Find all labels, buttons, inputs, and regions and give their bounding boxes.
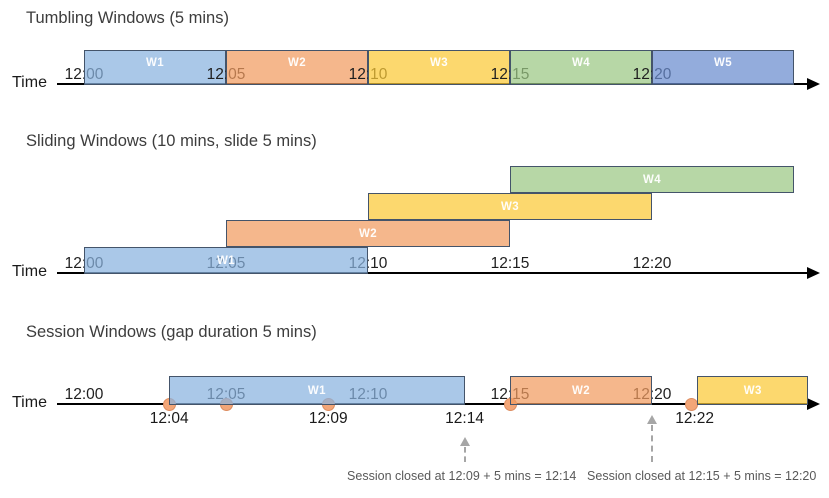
window-label-session-w2: W2 [571, 384, 591, 397]
time-axis-label-tumbling: Time [12, 74, 47, 91]
event-time-label-1204: 12:04 [149, 410, 189, 427]
window-box-tumbling-w5: W5 [652, 50, 794, 85]
window-label-sliding-w1: W1 [216, 254, 236, 267]
window-label-sliding-w2: W2 [358, 227, 378, 240]
section-title-sliding: Sliding Windows (10 mins, slide 5 mins) [26, 132, 317, 150]
event-time-label-1214: 12:14 [445, 410, 484, 427]
window-label-tumbling-w2: W2 [287, 57, 307, 69]
time-axis-label-sliding: Time [12, 263, 47, 280]
window-box-sliding-w3: W3 [368, 193, 652, 220]
window-label-tumbling-w4: W4 [571, 57, 591, 69]
window-box-tumbling-w1: W1 [84, 50, 226, 85]
window-box-sliding-w2: W2 [226, 220, 510, 247]
window-box-session-w3: W3 [697, 376, 809, 405]
window-label-sliding-w3: W3 [500, 200, 520, 213]
axis-arrowhead-session [807, 398, 820, 410]
callout-arrow-icon-0 [459, 437, 470, 446]
window-label-tumbling-w5: W5 [713, 57, 733, 69]
window-box-sliding-w1: W1 [84, 247, 368, 274]
section-title-tumbling: Tumbling Windows (5 mins) [26, 9, 229, 27]
window-label-tumbling-w1: W1 [145, 57, 165, 69]
time-axis-label-session: Time [12, 394, 47, 411]
tick-label-session-1200: 12:00 [64, 386, 104, 403]
window-box-tumbling-w4: W4 [510, 50, 652, 85]
time-axis-line-sliding [57, 272, 808, 274]
axis-arrowhead-sliding [807, 267, 820, 279]
event-dot-4 [685, 397, 699, 411]
window-label-session-w1: W1 [307, 384, 326, 397]
window-box-session-w1: W1 [169, 376, 465, 405]
window-box-tumbling-w2: W2 [226, 50, 368, 85]
tick-label-sliding-1215: 12:15 [490, 255, 530, 272]
event-time-label-1222: 12:22 [675, 410, 714, 427]
event-time-label-1209: 12:09 [308, 410, 348, 427]
callout-text-0: Session closed at 12:09 + 5 mins = 12:14 [347, 469, 577, 483]
window-box-session-w2: W2 [510, 376, 652, 405]
tick-label-sliding-1220: 12:20 [632, 255, 672, 272]
window-box-sliding-w4: W4 [510, 166, 794, 193]
callout-arrow-icon-1 [647, 415, 657, 424]
window-label-tumbling-w3: W3 [429, 57, 449, 69]
callout-text-1: Session closed at 12:15 + 5 mins = 12:20 [587, 469, 817, 483]
window-label-session-w3: W3 [743, 384, 762, 397]
axis-arrowhead-tumbling [807, 78, 820, 90]
callout-arrow-line-1 [651, 425, 653, 462]
window-box-tumbling-w3: W3 [368, 50, 510, 85]
window-label-sliding-w4: W4 [642, 173, 662, 186]
callout-arrow-line-0 [463, 447, 466, 462]
section-title-session: Session Windows (gap duration 5 mins) [26, 323, 317, 341]
